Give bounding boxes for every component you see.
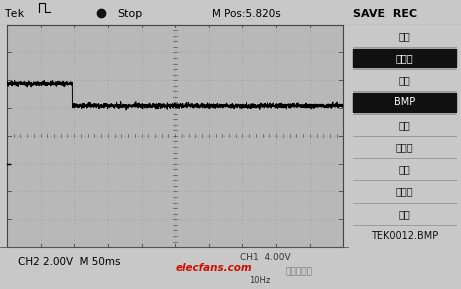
Text: CH1  4.00V: CH1 4.00V: [240, 253, 290, 262]
Text: M Pos:5.820s: M Pos:5.820s: [212, 8, 281, 18]
Text: 动作: 动作: [399, 31, 410, 41]
Text: 存图像: 存图像: [396, 142, 414, 152]
Text: 选择: 选择: [399, 164, 410, 174]
Text: 存图像: 存图像: [396, 53, 414, 63]
Text: 10Hz: 10Hz: [249, 276, 270, 285]
Text: 储存: 储存: [399, 209, 410, 219]
FancyBboxPatch shape: [353, 49, 456, 67]
Text: 电子发烧友: 电子发烧友: [286, 268, 313, 277]
Text: elecfans.com: elecfans.com: [175, 263, 252, 273]
Text: 关于: 关于: [399, 120, 410, 130]
Text: SAVE  REC: SAVE REC: [353, 8, 417, 18]
Text: CH2 2.00V  M 50ms: CH2 2.00V M 50ms: [18, 257, 121, 267]
Text: 格式: 格式: [399, 75, 410, 85]
Text: Stop: Stop: [118, 8, 143, 18]
Text: BMP: BMP: [394, 97, 415, 108]
FancyBboxPatch shape: [353, 93, 456, 112]
Text: TEK0012.BMP: TEK0012.BMP: [371, 231, 438, 241]
Text: Tek: Tek: [5, 8, 25, 18]
Text: 文件夹: 文件夹: [396, 186, 414, 197]
